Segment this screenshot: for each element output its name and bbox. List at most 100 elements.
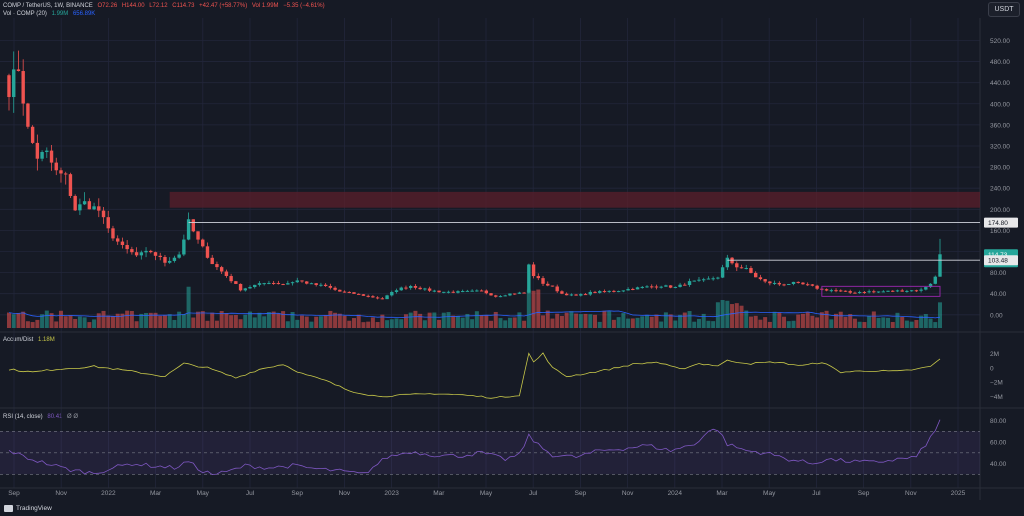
volume-bar xyxy=(219,311,224,328)
volume-bar xyxy=(276,313,281,328)
volume-bar xyxy=(588,314,593,328)
candle-body xyxy=(635,287,640,290)
candle-body xyxy=(413,286,418,288)
candle-body xyxy=(319,284,323,286)
candle-body xyxy=(418,287,422,290)
x-tick-label: 2023 xyxy=(384,490,399,497)
rsi-extra: Ø Ø xyxy=(67,414,79,420)
volume-bar xyxy=(730,304,735,328)
rsi-header: RSI (14, close) 80.41 Ø Ø xyxy=(3,413,81,421)
candle-body xyxy=(744,268,748,270)
volume-bar xyxy=(701,313,706,328)
candle-body xyxy=(26,103,30,127)
candle-body xyxy=(87,201,92,210)
x-tick-label: Nov xyxy=(905,490,917,497)
volume-bar xyxy=(30,322,35,328)
volume-bar xyxy=(763,317,768,328)
candle-body xyxy=(267,282,271,284)
volume-bar xyxy=(805,312,810,328)
volume-bar xyxy=(616,317,621,328)
candle-body xyxy=(442,291,446,293)
candle-body xyxy=(357,293,361,295)
candle-body xyxy=(427,288,432,291)
volume-bar xyxy=(347,320,352,328)
candle-body xyxy=(914,290,919,292)
candle-body xyxy=(777,282,782,285)
volume-bar xyxy=(876,317,881,328)
volume-header: Vol · COMP (20) 1.99M 656.89K xyxy=(3,10,98,18)
volume-bar xyxy=(205,320,210,328)
volume-bar xyxy=(115,313,120,328)
candle-body xyxy=(517,292,522,294)
y-tick-label: 320.00 xyxy=(990,143,1010,150)
candle-body xyxy=(338,289,342,292)
y-tick-label: 400.00 xyxy=(990,101,1010,108)
candle-body xyxy=(720,267,725,278)
candle-body xyxy=(508,293,512,296)
volume-bar xyxy=(541,315,546,328)
x-tick-label: Sep xyxy=(8,490,20,497)
candle-body xyxy=(664,285,668,287)
volume-bar xyxy=(838,311,843,328)
rsi-tick-label: 40.00 xyxy=(990,461,1007,468)
candle-body xyxy=(144,250,148,253)
volume-bar xyxy=(351,318,356,328)
volume-bar xyxy=(895,312,900,328)
volume-bar xyxy=(96,313,101,328)
currency-button[interactable]: USDT xyxy=(988,2,1020,17)
volume-bar xyxy=(271,311,276,328)
candle-body xyxy=(815,285,819,289)
x-tick-label: Mar xyxy=(150,490,162,497)
candle-body xyxy=(758,277,763,280)
volume-bar xyxy=(644,314,649,328)
volume-bar xyxy=(630,318,635,328)
accum-dist-line xyxy=(8,352,941,399)
volume-bar xyxy=(640,316,645,328)
volume-bar xyxy=(87,322,92,328)
candle-body xyxy=(659,286,663,288)
volume-bar xyxy=(243,314,248,328)
candle-body xyxy=(78,204,82,211)
volume-bar xyxy=(451,315,456,328)
volume-bar xyxy=(125,310,130,328)
candle-body xyxy=(876,291,881,293)
volume-bar xyxy=(323,315,328,328)
accum-title: Accum/Dist xyxy=(3,337,34,343)
volume-bar xyxy=(470,319,475,328)
candle-body xyxy=(536,276,540,279)
x-tick-label: Nov xyxy=(339,490,351,497)
volume-bar xyxy=(692,321,697,328)
volume-bar xyxy=(58,310,63,328)
candle-body xyxy=(867,291,871,293)
volume-bar xyxy=(626,318,631,328)
volume-bar xyxy=(82,317,87,328)
candle-body xyxy=(588,291,592,295)
volume-bar xyxy=(507,317,512,328)
candle-body xyxy=(839,290,843,292)
candle-body xyxy=(262,283,266,285)
volume-bar xyxy=(493,311,498,328)
candle-body xyxy=(432,290,437,292)
volume-bar xyxy=(40,314,45,328)
y-tick-label: 40.00 xyxy=(990,291,1007,298)
volume-bar xyxy=(857,321,862,328)
candle-body xyxy=(654,286,659,288)
volume-bar xyxy=(668,314,673,328)
candle-body xyxy=(243,288,247,291)
candle-body xyxy=(328,286,333,288)
candle-body xyxy=(862,292,867,294)
candle-body xyxy=(248,287,252,289)
volume-bar xyxy=(21,311,26,328)
candle-body xyxy=(928,283,933,288)
header-volume: Vol 1.99M xyxy=(251,3,279,9)
volume-bar xyxy=(7,312,11,328)
volume-ma-line xyxy=(8,310,941,319)
volume-bar xyxy=(342,315,347,328)
candle-body xyxy=(933,276,937,284)
y-tick-label: 480.00 xyxy=(990,59,1010,66)
volume-bar xyxy=(867,315,872,328)
rsi-tick-label: 80.00 xyxy=(990,418,1007,425)
candle-body xyxy=(678,284,682,287)
candle-body xyxy=(54,162,58,171)
